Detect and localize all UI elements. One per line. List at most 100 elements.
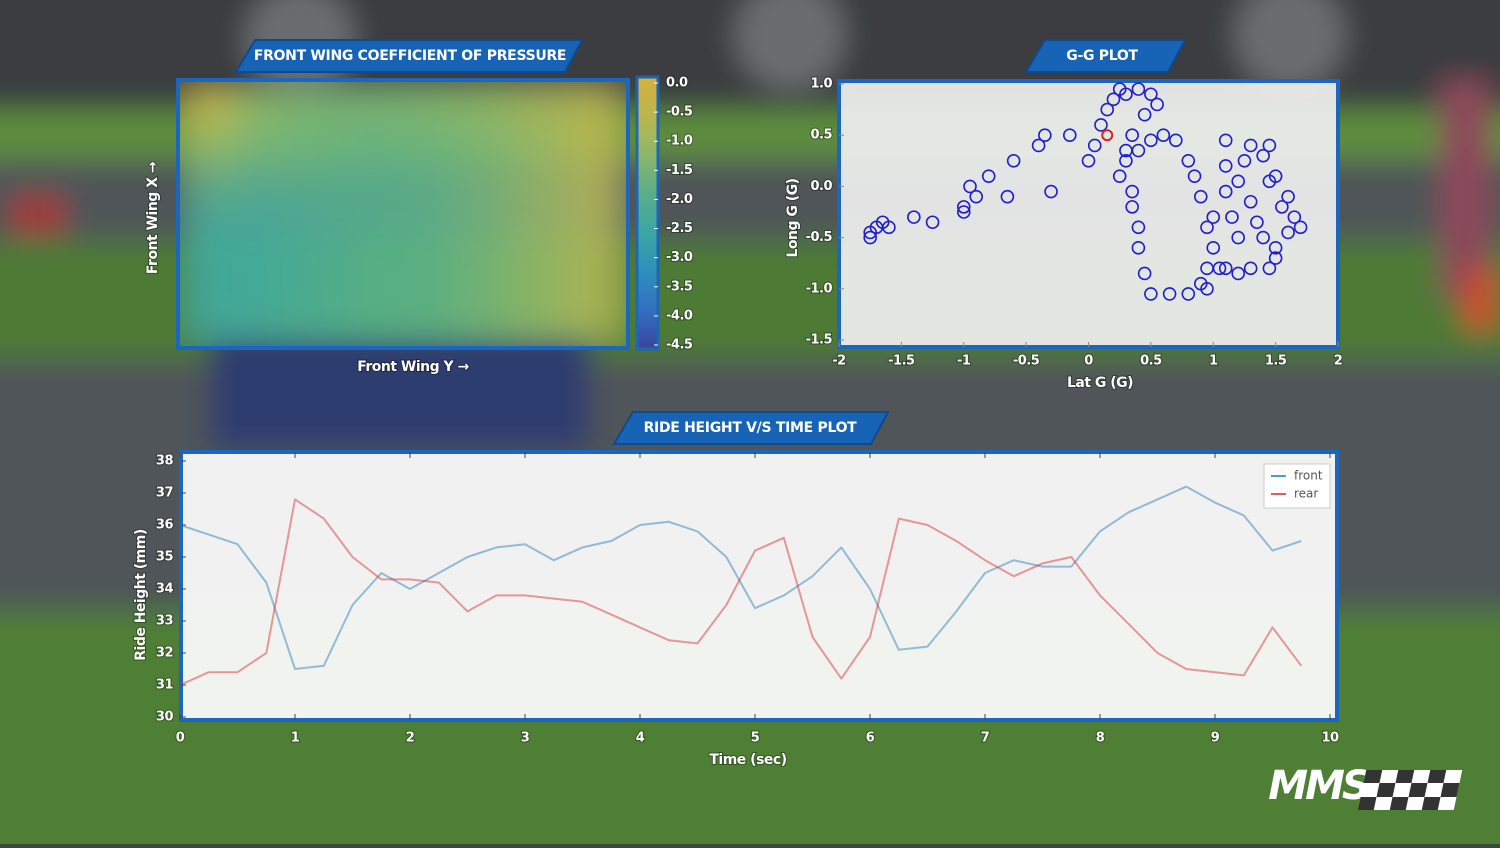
y-tick-label: -1.0 (806, 281, 833, 296)
scatter-point (981, 169, 996, 183)
y-tick-label: 31 (156, 678, 174, 693)
scatter-point (1262, 138, 1277, 153)
contour-cell (290, 258, 348, 304)
current-point (1101, 129, 1114, 142)
scatter-point (1218, 184, 1233, 199)
contour-field (178, 80, 628, 348)
scatter-point (1256, 148, 1270, 163)
contour-cell (233, 302, 291, 348)
scatter-point (1237, 154, 1252, 168)
scatter-point (1243, 138, 1258, 153)
scatter-point (1119, 87, 1133, 102)
x-tick-label: 1.5 (1265, 354, 1287, 369)
scatter-point (956, 200, 971, 214)
scatter-point (1087, 138, 1102, 153)
scatter-point (963, 179, 977, 194)
scatter-point (1262, 261, 1277, 276)
plot-frame (176, 78, 630, 350)
colorbar-tick-label: -1.0 (666, 134, 693, 149)
scatter-point (1200, 281, 1214, 296)
contour-cell (178, 213, 235, 260)
contour-cell (515, 302, 573, 348)
scatter-point (1181, 154, 1196, 168)
colorbar-tick-label: -4.0 (666, 308, 693, 323)
contour-cell (233, 258, 291, 304)
contour-cell (458, 124, 516, 170)
x-tick-label: 9 (1211, 731, 1220, 746)
contour-cell (571, 258, 628, 304)
contour-cell (290, 80, 348, 126)
contour-cell (290, 124, 348, 170)
scatter-point (1137, 266, 1152, 281)
contour-cell (458, 80, 516, 126)
scatter-point (956, 205, 971, 219)
scatter-point (1131, 143, 1146, 158)
y-tick-label: -0.5 (806, 230, 833, 245)
colorbar-tick-label: -3.5 (666, 279, 693, 294)
scatter-point (969, 189, 984, 204)
x-tick-label: 5 (751, 731, 760, 746)
scatter-point (1156, 128, 1171, 142)
scatter-point (1181, 287, 1196, 301)
x-tick-label: 1 (1209, 354, 1218, 369)
scatter-point (1206, 241, 1221, 255)
scatter-point (1144, 87, 1158, 102)
y-tick-label: -1.5 (806, 333, 833, 348)
scatter-point (1094, 118, 1108, 132)
contour-cell (402, 168, 460, 215)
scatter-point (1144, 287, 1158, 301)
x-axis-label: Time (sec) (709, 752, 786, 768)
scatter-point (1169, 133, 1183, 148)
x-tick-label: 0 (1084, 354, 1093, 369)
contour-cell (233, 213, 291, 260)
y-tick-label: 32 (156, 646, 173, 661)
contour-cell (515, 168, 573, 215)
contour-cell (458, 213, 516, 260)
y-axis-label: Long G (G) (785, 178, 801, 257)
scatter-point (1231, 266, 1245, 281)
colorbar-tick-label: -1.5 (666, 163, 693, 178)
y-tick-label: 38 (156, 454, 174, 469)
scatter-point (1112, 169, 1127, 183)
banners (234, 39, 1187, 445)
scatter-point (925, 215, 940, 230)
scatter-point (907, 210, 921, 224)
scatter-point (1131, 220, 1146, 235)
scatter-point (1250, 215, 1264, 230)
colorbar-tick-label: -2.0 (666, 192, 693, 207)
scatter-point (1125, 128, 1139, 142)
scatter-point (1125, 184, 1139, 199)
contour-cell (402, 258, 460, 304)
colorbar-tick-label: 0.0 (666, 76, 688, 91)
x-tick-label: 3 (521, 731, 530, 746)
scatter-point (1200, 220, 1214, 235)
x-tick-label: -0.5 (1013, 354, 1040, 369)
legend-label: rear (1294, 487, 1318, 501)
scatter-point (1281, 189, 1295, 204)
scatter-point (1268, 251, 1283, 265)
scatter-point (1150, 97, 1164, 112)
contour-cell (178, 168, 235, 215)
scatter-point (1287, 210, 1302, 224)
scatter-point (1218, 261, 1233, 276)
y-tick-label: 1.0 (810, 77, 832, 92)
scatter-point (1044, 184, 1058, 199)
contour-cell (178, 80, 235, 126)
scatter-point (1031, 138, 1046, 153)
y-tick-label: 35 (156, 550, 174, 565)
x-tick-label: 0.5 (1140, 354, 1162, 369)
scatter-point (1106, 92, 1121, 107)
legend-label: front (1294, 469, 1323, 483)
contour-cell (290, 302, 348, 348)
banner (612, 411, 890, 445)
contour-cell (178, 258, 235, 304)
x-tick-label: -1 (957, 354, 971, 369)
x-tick-label: 0 (176, 731, 185, 746)
scatter-point (1243, 261, 1258, 276)
series-line (179, 485, 1302, 670)
logo-flag (1357, 770, 1463, 810)
scatter-point (863, 230, 877, 245)
x-tick-label: 10 (1321, 731, 1339, 746)
contour-cell (346, 124, 404, 170)
